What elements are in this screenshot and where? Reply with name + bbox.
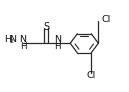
Text: Cl: Cl — [102, 15, 111, 24]
Text: H: H — [4, 35, 11, 44]
Text: N: N — [10, 35, 17, 44]
Text: H: H — [20, 42, 26, 51]
Text: Cl: Cl — [87, 71, 96, 80]
Text: H: H — [54, 42, 61, 51]
Text: N: N — [54, 35, 61, 44]
Text: S: S — [43, 22, 49, 32]
Text: 2: 2 — [9, 39, 13, 44]
Text: N: N — [19, 35, 27, 44]
